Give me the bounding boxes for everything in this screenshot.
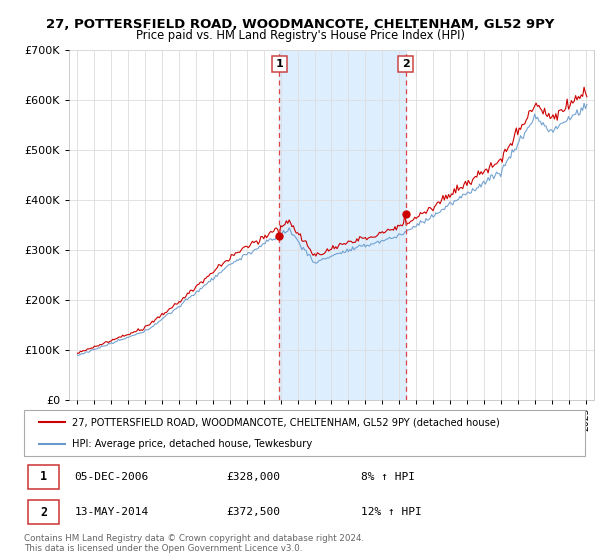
Text: HPI: Average price, detached house, Tewkesbury: HPI: Average price, detached house, Tewk… <box>71 439 312 449</box>
Text: 8% ↑ HPI: 8% ↑ HPI <box>361 472 415 482</box>
FancyBboxPatch shape <box>24 410 585 456</box>
Text: Price paid vs. HM Land Registry's House Price Index (HPI): Price paid vs. HM Land Registry's House … <box>136 29 464 42</box>
Text: £328,000: £328,000 <box>226 472 280 482</box>
Text: 05-DEC-2006: 05-DEC-2006 <box>74 472 149 482</box>
Text: 1: 1 <box>275 59 283 69</box>
Text: 2: 2 <box>40 506 47 519</box>
Text: 27, POTTERSFIELD ROAD, WOODMANCOTE, CHELTENHAM, GL52 9PY (detached house): 27, POTTERSFIELD ROAD, WOODMANCOTE, CHEL… <box>71 417 499 427</box>
Text: 13-MAY-2014: 13-MAY-2014 <box>74 507 149 517</box>
Text: 1: 1 <box>40 470 47 483</box>
FancyBboxPatch shape <box>28 465 59 488</box>
Text: £372,500: £372,500 <box>226 507 280 517</box>
FancyBboxPatch shape <box>28 500 59 524</box>
Text: 27, POTTERSFIELD ROAD, WOODMANCOTE, CHELTENHAM, GL52 9PY: 27, POTTERSFIELD ROAD, WOODMANCOTE, CHEL… <box>46 18 554 31</box>
Text: 12% ↑ HPI: 12% ↑ HPI <box>361 507 421 517</box>
Bar <box>280 50 406 400</box>
Text: 2: 2 <box>401 59 409 69</box>
Text: Contains HM Land Registry data © Crown copyright and database right 2024.
This d: Contains HM Land Registry data © Crown c… <box>24 534 364 553</box>
